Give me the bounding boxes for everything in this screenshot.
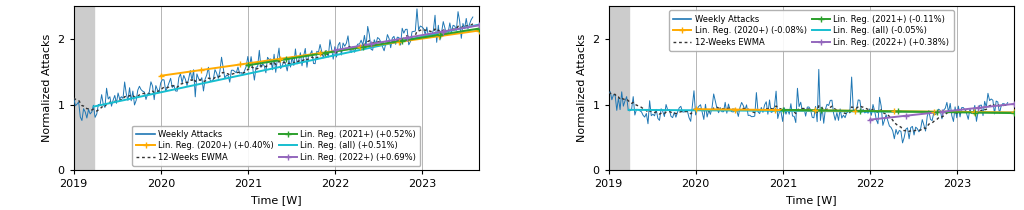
X-axis label: Time [W]: Time [W] bbox=[785, 195, 837, 205]
Legend: Weekly Attacks, Lin. Reg. (2020+) (+0.40%), 12-Weeks EWMA, Lin. Reg. (2021+) (+0: Weekly Attacks, Lin. Reg. (2020+) (+0.40… bbox=[132, 126, 421, 166]
Bar bbox=[74, 6, 94, 170]
Y-axis label: Normalized Attacks: Normalized Attacks bbox=[42, 34, 52, 142]
X-axis label: Time [W]: Time [W] bbox=[251, 195, 302, 205]
Y-axis label: Normalized Attacks: Normalized Attacks bbox=[577, 34, 587, 142]
Legend: Weekly Attacks, Lin. Reg. (2020+) (-0.08%), 12-Weeks EWMA, Lin. Reg. (2021+) (-0: Weekly Attacks, Lin. Reg. (2020+) (-0.08… bbox=[669, 10, 953, 51]
Bar bbox=[608, 6, 629, 170]
